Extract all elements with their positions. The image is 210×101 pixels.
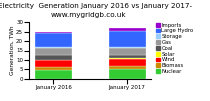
Bar bbox=[109, 28, 146, 31]
Text: GB Electricity  Generation January 2016 vs January 2017-: GB Electricity Generation January 2016 v… bbox=[0, 3, 192, 9]
Bar bbox=[35, 60, 72, 67]
Bar bbox=[35, 70, 72, 79]
Text: www.mygridgb.co.uk: www.mygridgb.co.uk bbox=[50, 12, 126, 18]
Bar bbox=[109, 59, 146, 66]
Bar bbox=[109, 69, 146, 79]
Bar bbox=[35, 67, 72, 70]
Y-axis label: Generation, TWh: Generation, TWh bbox=[10, 26, 15, 75]
Bar bbox=[109, 66, 146, 69]
Bar bbox=[109, 58, 146, 59]
Bar bbox=[109, 55, 146, 58]
Bar bbox=[35, 55, 72, 60]
Bar bbox=[35, 32, 72, 33]
Bar bbox=[109, 47, 146, 48]
Bar bbox=[35, 48, 72, 55]
Legend: Imports, Large Hydro, Storage, Gas, Coal, Solar, Wind, Biomass, Nuclear: Imports, Large Hydro, Storage, Gas, Coal… bbox=[155, 22, 194, 74]
Bar bbox=[109, 48, 146, 55]
Bar bbox=[35, 47, 72, 48]
Bar bbox=[35, 33, 72, 47]
Bar bbox=[109, 31, 146, 47]
